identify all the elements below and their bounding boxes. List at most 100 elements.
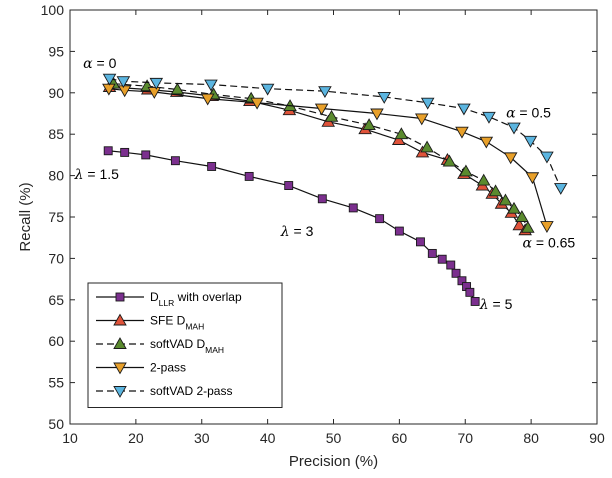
legend-marker	[113, 337, 127, 349]
y-tick-label: 100	[41, 2, 65, 18]
y-tick-label: 70	[48, 250, 64, 266]
series-4	[102, 83, 554, 234]
data-point	[470, 297, 480, 306]
annotation-label: λ = 3	[280, 223, 314, 240]
x-tick-label: 40	[260, 430, 276, 446]
y-tick-label: 50	[48, 416, 64, 432]
legend-marker	[113, 362, 127, 375]
x-tick-label: 90	[589, 430, 605, 446]
data-point	[362, 118, 376, 131]
data-point	[377, 91, 391, 104]
data-point	[427, 248, 437, 258]
data-point	[394, 226, 404, 236]
data-point	[375, 214, 385, 224]
data-point	[141, 150, 151, 160]
data-point	[503, 152, 518, 165]
data-point	[103, 146, 113, 156]
data-point	[170, 82, 185, 95]
data-point	[498, 193, 513, 206]
y-tick-label: 95	[48, 43, 64, 59]
legend-label: DLLR with overlap	[150, 290, 242, 308]
x-tick-label: 60	[392, 430, 408, 446]
data-point	[523, 135, 538, 148]
annotation-label: λ = 5	[479, 296, 513, 313]
data-point	[455, 126, 469, 139]
series-layer	[102, 73, 568, 306]
data-point	[391, 133, 406, 145]
data-point	[318, 86, 332, 99]
legend-entry: softVAD DMAH	[96, 337, 224, 355]
data-point	[250, 97, 264, 110]
legend-label: 2-pass	[150, 361, 186, 375]
data-point	[476, 173, 491, 186]
y-tick-label: 55	[48, 375, 64, 391]
data-point	[446, 260, 456, 270]
data-point	[348, 203, 358, 213]
data-point	[200, 93, 215, 106]
data-point	[317, 194, 327, 204]
data-point	[117, 85, 132, 98]
data-point	[244, 171, 254, 181]
legend-entry: SFE DMAH	[96, 314, 204, 332]
legend-label: softVAD DMAH	[150, 337, 224, 355]
data-point	[521, 220, 535, 233]
data-point	[459, 164, 473, 177]
y-tick-label: 60	[48, 333, 64, 349]
legend-entry: softVAD 2-pass	[96, 384, 232, 398]
legend-label: softVAD 2-pass	[150, 384, 232, 398]
data-point	[457, 276, 467, 286]
legend: DLLR with overlap SFE DMAH softVAD DMAH 2-p…	[87, 282, 283, 408]
data-point	[207, 162, 217, 171]
data-point	[116, 76, 131, 89]
x-axis-title: Precision (%)	[289, 453, 378, 470]
data-point	[284, 181, 294, 190]
annotation-label: λ = 1.5	[74, 166, 120, 183]
y-tick-label: 75	[48, 209, 64, 225]
annotation-label: α = 0.5	[506, 105, 551, 122]
x-tick-label: 30	[194, 430, 210, 446]
data-point	[507, 122, 521, 135]
series-line	[109, 78, 562, 189]
data-point	[314, 103, 329, 116]
data-point	[479, 136, 494, 149]
data-point	[553, 183, 568, 195]
series-5	[102, 73, 568, 195]
data-point	[102, 73, 117, 86]
annotation-label: α = 0	[83, 55, 116, 72]
data-point	[324, 109, 339, 122]
data-point	[512, 218, 527, 231]
series-3	[106, 76, 535, 233]
x-tick-label: 50	[326, 430, 342, 446]
legend-entry: DLLR with overlap	[96, 290, 242, 308]
data-point	[204, 79, 218, 92]
data-point	[394, 127, 409, 140]
data-point	[451, 268, 461, 278]
legend-marker	[115, 292, 125, 302]
legend-marker	[113, 386, 127, 398]
data-point	[147, 87, 162, 99]
y-tick-label: 65	[48, 292, 64, 308]
data-point	[540, 221, 554, 234]
data-point	[120, 147, 130, 157]
x-tick-label: 70	[457, 430, 473, 446]
data-point	[370, 108, 384, 121]
data-point	[540, 151, 554, 164]
data-point	[170, 156, 180, 166]
y-axis-title: Recall (%)	[17, 182, 34, 251]
data-point	[515, 210, 529, 222]
data-point	[260, 83, 275, 96]
data-point	[457, 103, 471, 116]
data-point	[416, 237, 425, 247]
data-point	[488, 184, 503, 197]
x-tick-label: 80	[523, 430, 539, 446]
x-tick-label: 20	[128, 430, 144, 446]
annotation-label: α = 0.65	[523, 235, 576, 252]
annotations: α = 0 α = 0.5 α = 0.65 λ = 1.5 λ = 3 λ = 5	[74, 55, 576, 313]
data-point	[465, 287, 475, 297]
legend-entry: 2-pass	[96, 361, 186, 375]
data-point	[525, 172, 540, 185]
y-tick-label: 90	[48, 85, 64, 101]
legend-marker	[113, 313, 127, 326]
data-point	[420, 97, 435, 110]
